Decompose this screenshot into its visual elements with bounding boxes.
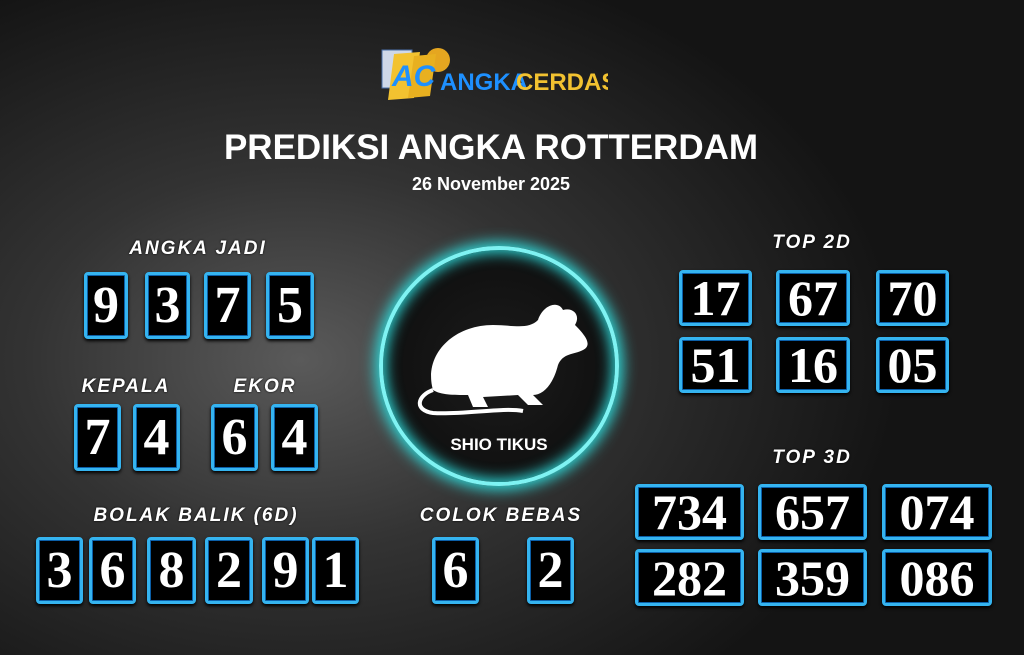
svg-text:ANGKA: ANGKA — [440, 69, 528, 96]
top2d-value: 05 — [876, 337, 949, 393]
colok-bebas-digit: 2 — [527, 537, 574, 604]
bolak-balik-digit: 8 — [147, 537, 196, 604]
bolak-balik-digit: 2 — [205, 537, 253, 604]
kepala-label: KEPALA — [81, 376, 171, 397]
svg-text:AC: AC — [391, 60, 437, 93]
top2d-label: TOP 2D — [772, 232, 852, 253]
top3d-value: 359 — [758, 549, 867, 606]
top3d-value: 086 — [882, 549, 992, 606]
bolak-balik-digit: 1 — [312, 537, 359, 604]
bolak-balik-digit: 6 — [89, 537, 136, 604]
top3d-value: 734 — [635, 484, 744, 540]
bolak-balik-digit: 3 — [36, 537, 83, 604]
date-label: 26 November 2025 — [411, 174, 571, 194]
angka-jadi-label: ANGKA JADI — [129, 238, 267, 259]
top3d-value: 282 — [635, 549, 744, 606]
colok-bebas-digit: 6 — [432, 537, 479, 604]
angka-jadi-digit: 5 — [266, 272, 314, 339]
top2d-value: 51 — [679, 337, 752, 393]
kepala-digit: 7 — [74, 404, 121, 471]
angka-cerdas-logo: AC ANGKA CERDAS — [381, 48, 608, 100]
top2d-value: 17 — [679, 270, 752, 326]
ekor-label: EKOR — [233, 376, 297, 397]
angka-jadi-digit: 9 — [84, 272, 128, 339]
svg-text:CERDAS: CERDAS — [516, 69, 608, 96]
top2d-value: 67 — [776, 270, 850, 326]
top3d-value: 074 — [882, 484, 992, 540]
top2d-value: 16 — [776, 337, 850, 393]
colok-bebas-label: COLOK BEBAS — [419, 505, 583, 526]
shio-badge: SHIO TIKUS — [379, 246, 619, 486]
page-title: PREDIKSI ANGKA ROTTERDAM — [223, 128, 759, 167]
top3d-value: 657 — [758, 484, 867, 540]
angka-jadi-digit: 3 — [145, 272, 190, 339]
top3d-label: TOP 3D — [772, 447, 852, 468]
shio-label: SHIO TIKUS — [450, 435, 548, 454]
rat-icon — [417, 304, 588, 416]
kepala-digit: 4 — [133, 404, 180, 471]
ekor-digit: 6 — [211, 404, 258, 471]
angka-jadi-digit: 7 — [204, 272, 251, 339]
top2d-value: 70 — [876, 270, 949, 326]
bolak-balik-digit: 9 — [262, 537, 309, 604]
ekor-digit: 4 — [271, 404, 318, 471]
bolak-balik-label: BOLAK BALIK (6D) — [93, 505, 299, 526]
